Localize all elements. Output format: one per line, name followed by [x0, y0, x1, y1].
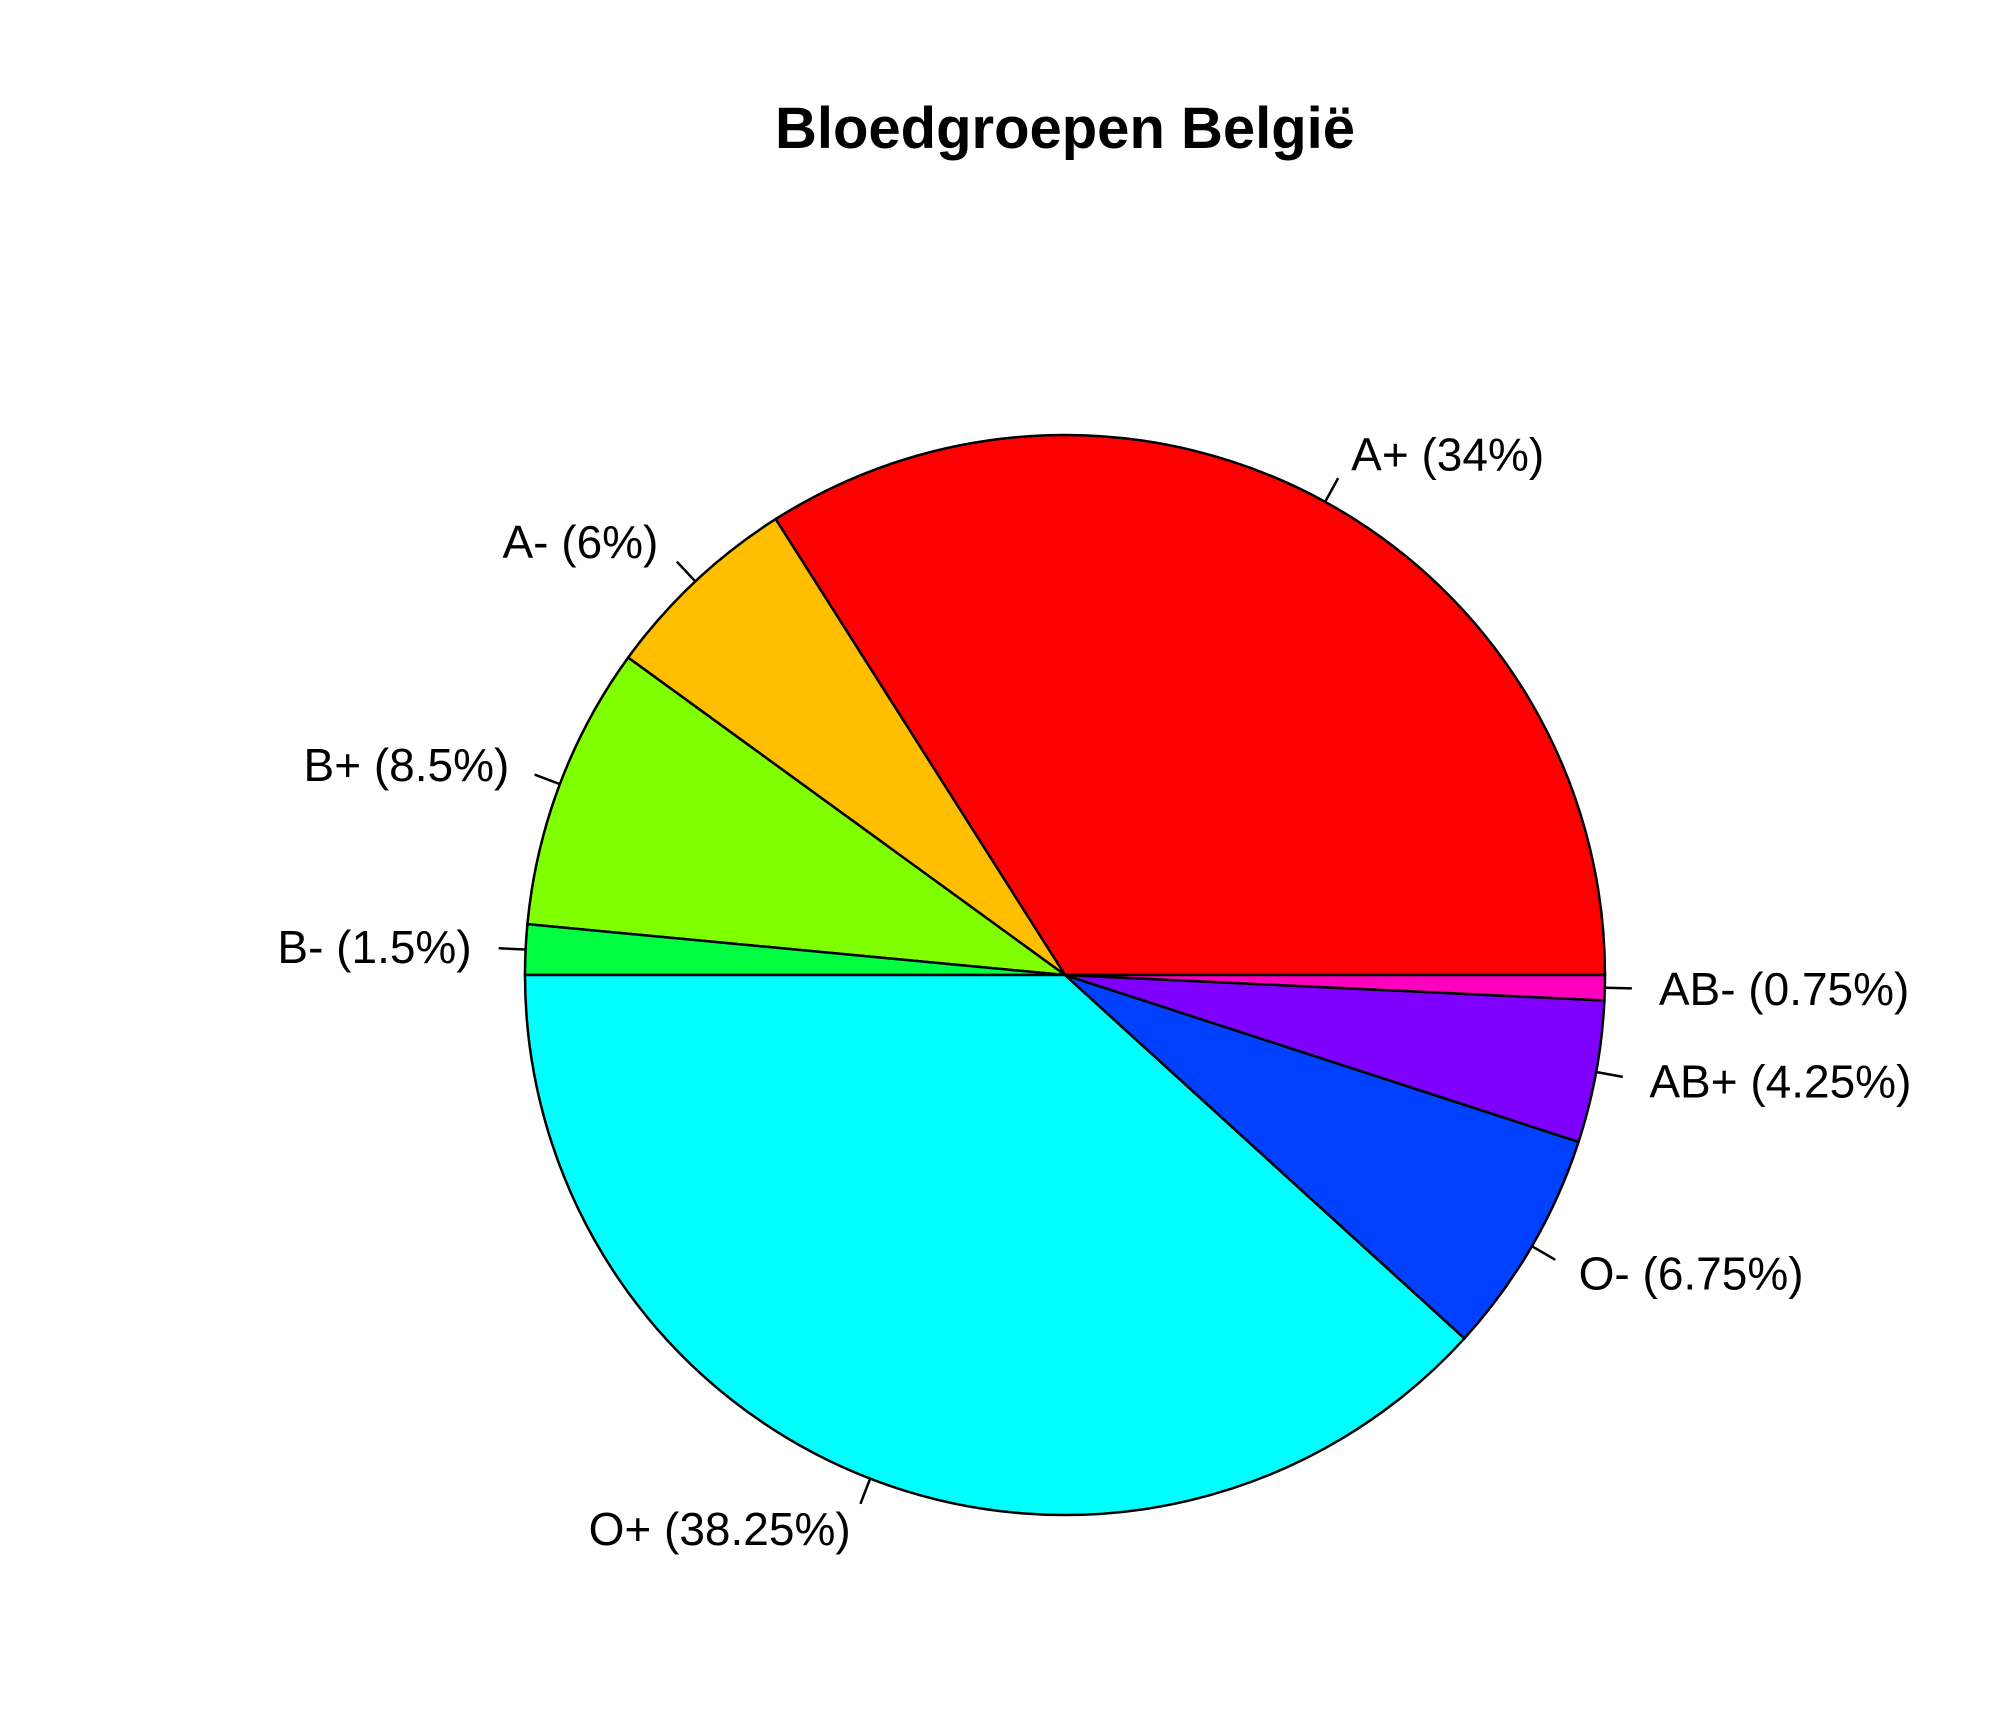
leader-line-4 — [859, 1478, 872, 1505]
slice-label-6: AB+ (4.25%) — [1649, 1056, 1911, 1108]
leader-lines-layer — [498, 477, 1632, 1505]
leader-line-7 — [1604, 986, 1632, 990]
slice-label-2: B+ (8.5%) — [304, 739, 510, 791]
slice-label-7: AB- (0.75%) — [1659, 963, 1910, 1015]
leader-line-3 — [498, 947, 526, 951]
slice-label-5: O- (6.75%) — [1579, 1247, 1804, 1299]
pie-slice-b-negpos — [526, 655, 1070, 977]
leader-line-2 — [534, 773, 561, 786]
chart-title: Bloedgroepen België — [775, 96, 1355, 161]
slice-label-3: B- (1.5%) — [277, 921, 471, 973]
leader-line-0 — [1324, 477, 1340, 503]
pie-slice-ab-neg — [1064, 973, 1607, 1002]
pie-slice-o-negpos — [523, 973, 1467, 1517]
pie-slice-a-negpos — [773, 433, 1607, 977]
slice-label-0: A+ (34%) — [1351, 428, 1544, 480]
pie-slice-o-neg — [1064, 973, 1581, 1341]
slices-layer — [523, 433, 1607, 1517]
pie-slice-a-neg — [626, 517, 1067, 977]
leader-line-6 — [1595, 1070, 1623, 1079]
slice-label-4: O+ (38.25%) — [589, 1503, 851, 1555]
slice-label-1: A- (6%) — [502, 516, 658, 568]
leader-line-5 — [1531, 1245, 1556, 1261]
leader-line-1 — [675, 560, 697, 583]
slice-labels-layer: A+ (34%) A- (6%) B+ (8.5%) B- (1.5%) O+ (38.… — [277, 428, 1911, 1555]
